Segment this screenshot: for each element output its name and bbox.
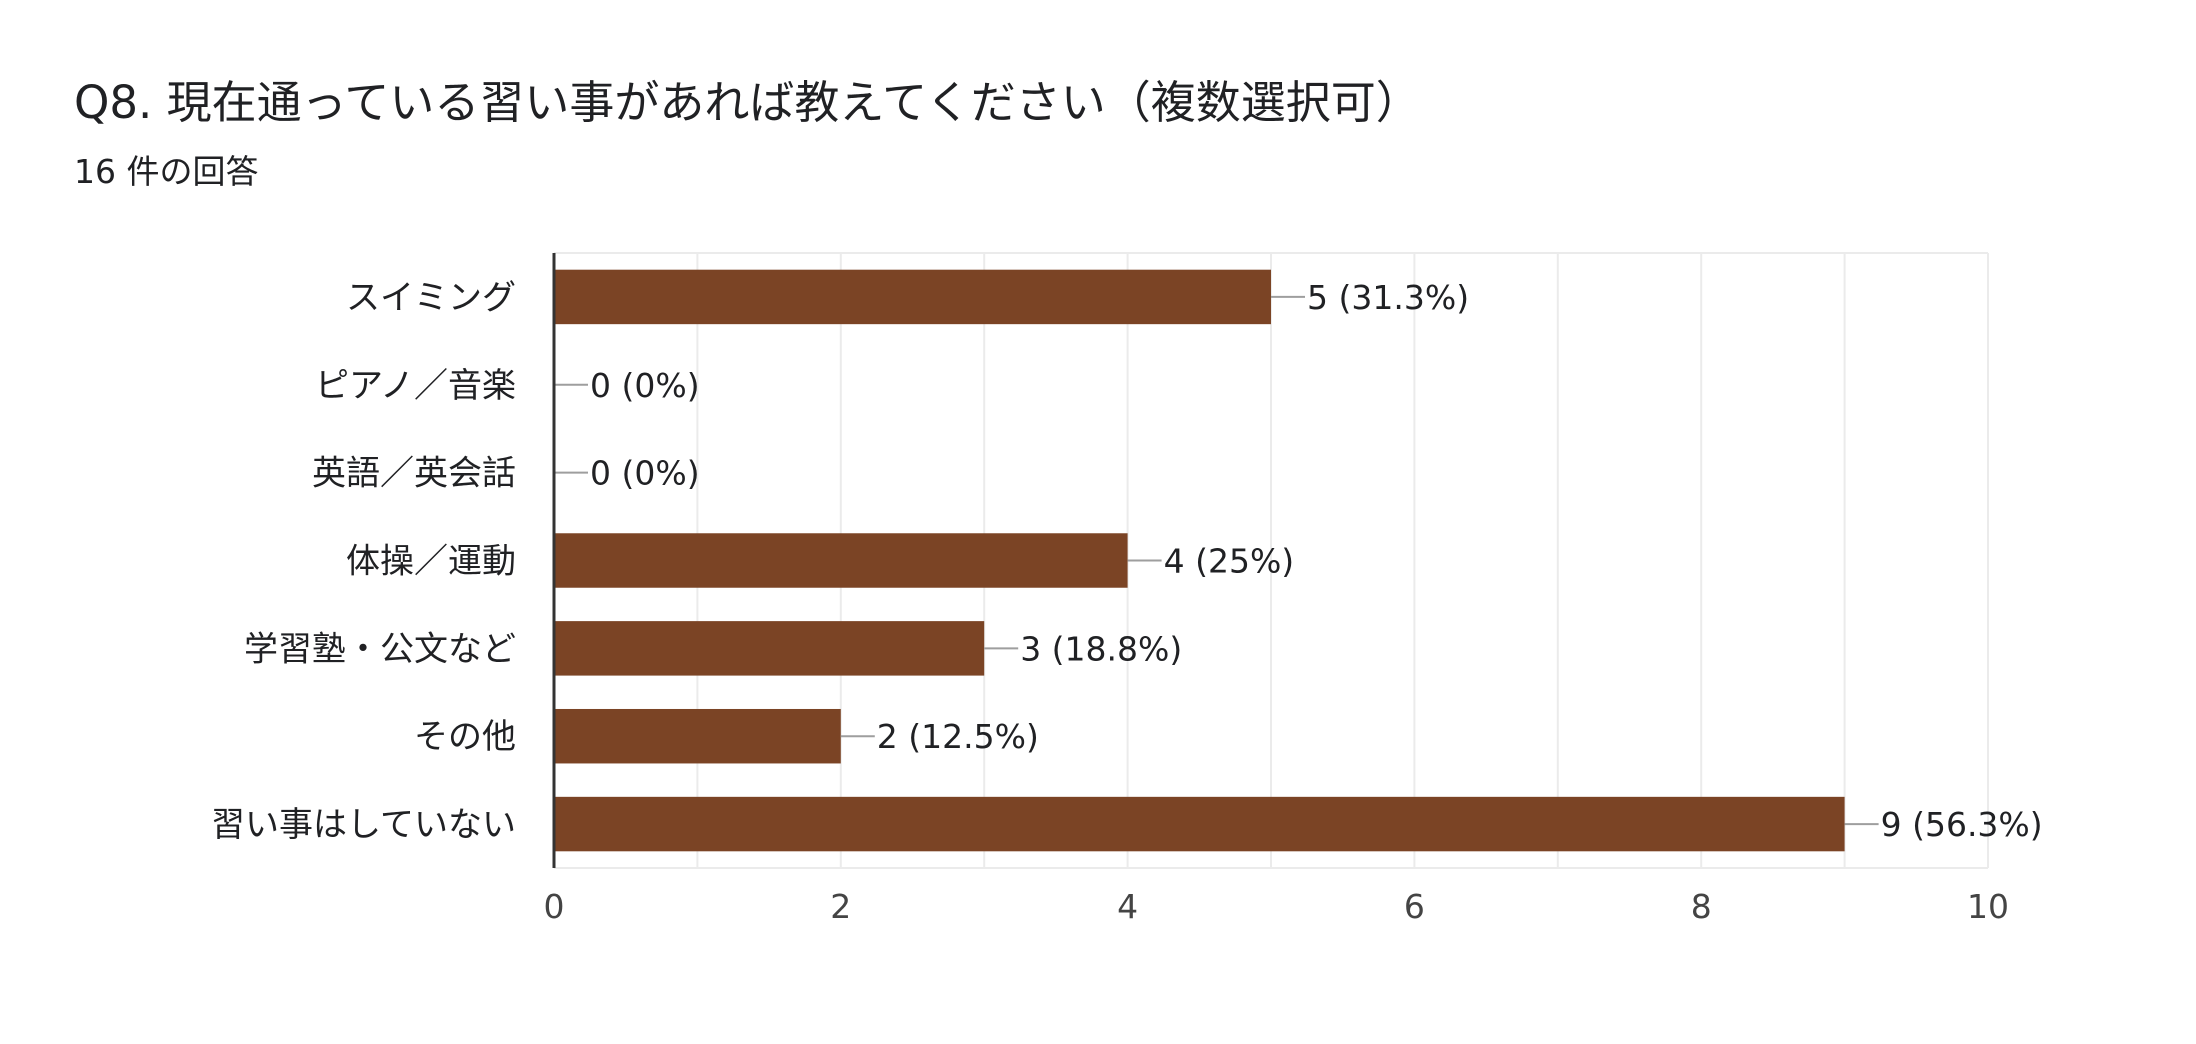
category-label: 英語／英会話 <box>312 454 516 494</box>
question-title: Q8. 現在通っている習い事があれば教えてください（複数選択可） <box>74 76 1421 129</box>
question-header: Q8. 現在通っている習い事があれば教えてください（複数選択可） 16 件の回答 <box>74 72 1421 194</box>
data-label: 3 (18.8%) <box>1020 629 1182 668</box>
x-tick-label: 4 <box>1117 887 1138 926</box>
category-label: その他 <box>414 717 516 757</box>
category-label: 体操／運動 <box>346 542 516 582</box>
bar <box>554 533 1128 588</box>
x-tick-label: 2 <box>830 887 851 926</box>
x-tick-label: 10 <box>1967 887 2009 926</box>
x-tick-label: 0 <box>544 887 565 926</box>
category-label: スイミング <box>346 278 516 318</box>
data-label: 2 (12.5%) <box>877 717 1039 756</box>
data-label: 5 (31.3%) <box>1307 278 1469 317</box>
bar <box>554 621 985 676</box>
response-count: 16 件の回答 <box>74 152 259 191</box>
bar <box>554 796 1845 852</box>
data-label: 0 (0%) <box>590 366 700 405</box>
data-label: 9 (56.3%) <box>1881 805 2043 844</box>
category-label: 習い事はしていない <box>211 805 516 845</box>
x-tick-label: 6 <box>1404 887 1425 926</box>
category-label: ピアノ／音楽 <box>315 366 516 406</box>
bar <box>554 708 841 764</box>
bar <box>554 269 1271 325</box>
data-label: 0 (0%) <box>590 454 700 493</box>
data-label: 4 (25%) <box>1164 542 1295 581</box>
category-label: 学習塾・公文など <box>244 629 516 669</box>
x-tick-label: 8 <box>1691 887 1712 926</box>
